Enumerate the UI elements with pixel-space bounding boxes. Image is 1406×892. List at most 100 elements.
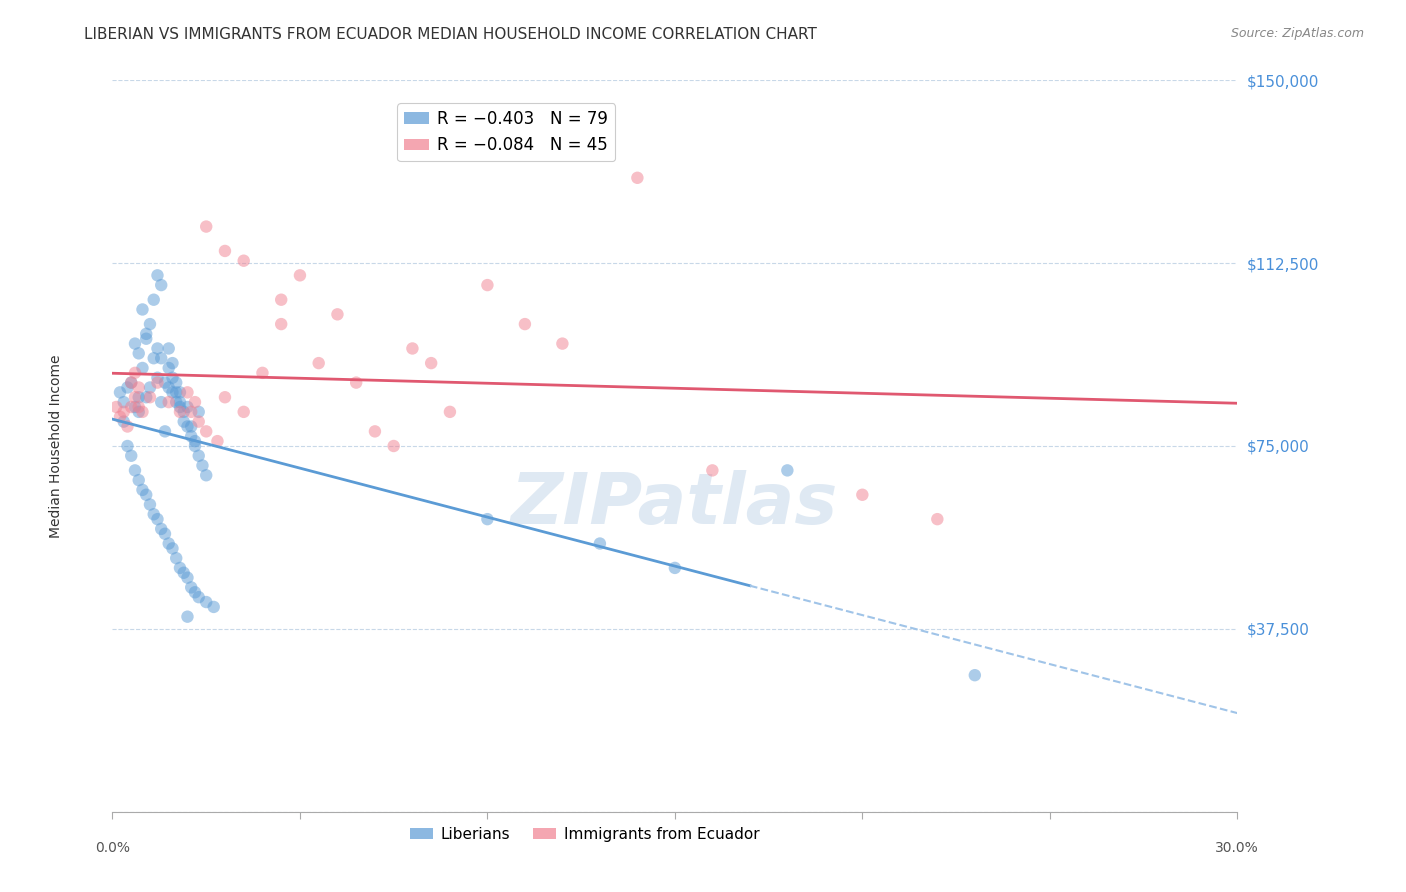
Point [112,395,135,409]
Point [131,361,153,376]
Point [176,400,198,414]
Point [851,488,873,502]
Point [184,395,207,409]
Point [180,581,202,595]
Point [195,595,218,609]
Point [128,380,150,394]
Point [135,390,157,404]
Legend: Liberians, Immigrants from Ecuador: Liberians, Immigrants from Ecuador [404,821,766,848]
Point [477,278,499,293]
Point [142,351,165,366]
Point [326,307,349,321]
Point [146,342,169,356]
Point [176,385,198,400]
Point [195,219,218,234]
Point [153,376,176,390]
Point [180,419,202,434]
Point [112,405,135,419]
Point [173,405,195,419]
Text: Source: ZipAtlas.com: Source: ZipAtlas.com [1230,27,1364,40]
Point [664,561,686,575]
Point [146,376,169,390]
Point [702,463,724,477]
Point [131,405,153,419]
Point [153,526,176,541]
Text: ZIPatlas: ZIPatlas [512,470,838,539]
Point [124,400,146,414]
Point [439,405,461,419]
Point [191,458,214,473]
Point [214,390,236,404]
Point [120,376,142,390]
Point [270,317,292,331]
Point [165,395,187,409]
Point [128,400,150,414]
Point [344,376,367,390]
Point [184,439,207,453]
Text: 30.0%: 30.0% [1215,841,1260,855]
Point [150,522,173,536]
Point [214,244,236,258]
Point [187,415,209,429]
Point [173,415,195,429]
Point [184,585,207,599]
Point [128,346,150,360]
Point [146,512,169,526]
Point [131,302,153,317]
Point [589,536,612,550]
Point [117,380,139,394]
Point [382,439,405,453]
Point [162,356,184,370]
Point [176,419,198,434]
Point [252,366,274,380]
Point [117,419,139,434]
Point [180,429,202,443]
Point [420,356,443,370]
Text: Median Household Income: Median Household Income [49,354,63,538]
Point [157,361,180,376]
Point [165,376,187,390]
Point [169,561,191,575]
Point [169,395,191,409]
Point [162,541,184,556]
Point [165,551,187,566]
Point [142,508,165,522]
Point [146,370,169,384]
Point [176,571,198,585]
Point [513,317,536,331]
Point [165,385,187,400]
Point [157,395,180,409]
Point [173,566,195,580]
Point [131,483,153,497]
Point [139,317,162,331]
Point [108,385,131,400]
Point [232,253,254,268]
Point [176,609,198,624]
Point [232,405,254,419]
Point [169,405,191,419]
Point [112,415,135,429]
Point [308,356,330,370]
Point [135,326,157,341]
Point [157,342,180,356]
Point [157,536,180,550]
Point [187,405,209,419]
Point [124,366,146,380]
Point [120,400,142,414]
Point [169,385,191,400]
Point [364,425,387,439]
Point [150,351,173,366]
Point [551,336,574,351]
Point [477,512,499,526]
Point [153,425,176,439]
Text: LIBERIAN VS IMMIGRANTS FROM ECUADOR MEDIAN HOUSEHOLD INCOME CORRELATION CHART: LIBERIAN VS IMMIGRANTS FROM ECUADOR MEDI… [84,27,817,42]
Point [162,370,184,384]
Point [776,463,799,477]
Point [142,293,165,307]
Point [270,293,292,307]
Point [184,434,207,449]
Point [120,449,142,463]
Point [135,332,157,346]
Point [187,590,209,604]
Point [150,278,173,293]
